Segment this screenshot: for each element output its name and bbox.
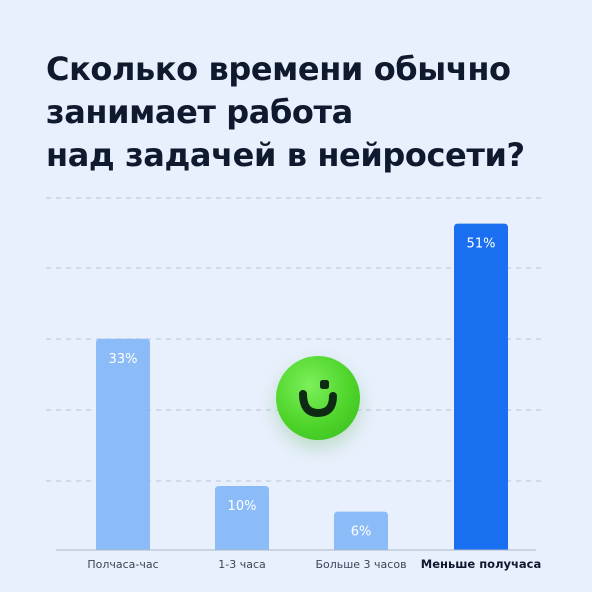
page-title: Сколько времени обычно занимает работа н… [46,50,525,174]
category-label: Меньше получаса [421,557,541,571]
category-label: Больше 3 часов [315,558,406,571]
bar [454,223,508,550]
logo [276,356,360,440]
data-label: 10% [228,499,257,514]
bar [334,511,388,550]
data-label: 33% [109,352,138,367]
data-label: 51% [467,237,496,252]
bar [96,338,150,550]
data-label: 6% [351,525,372,540]
category-labels: Полчаса-час 1-3 часа Больше 3 часов Меньше … [87,557,541,571]
smile-icon [299,380,337,418]
bar [215,486,269,550]
bars [96,223,508,550]
category-label: Полчаса-час [87,558,158,571]
category-label: 1-3 часа [218,558,266,571]
data-labels: 33% 10% 6% 51% [109,237,496,540]
